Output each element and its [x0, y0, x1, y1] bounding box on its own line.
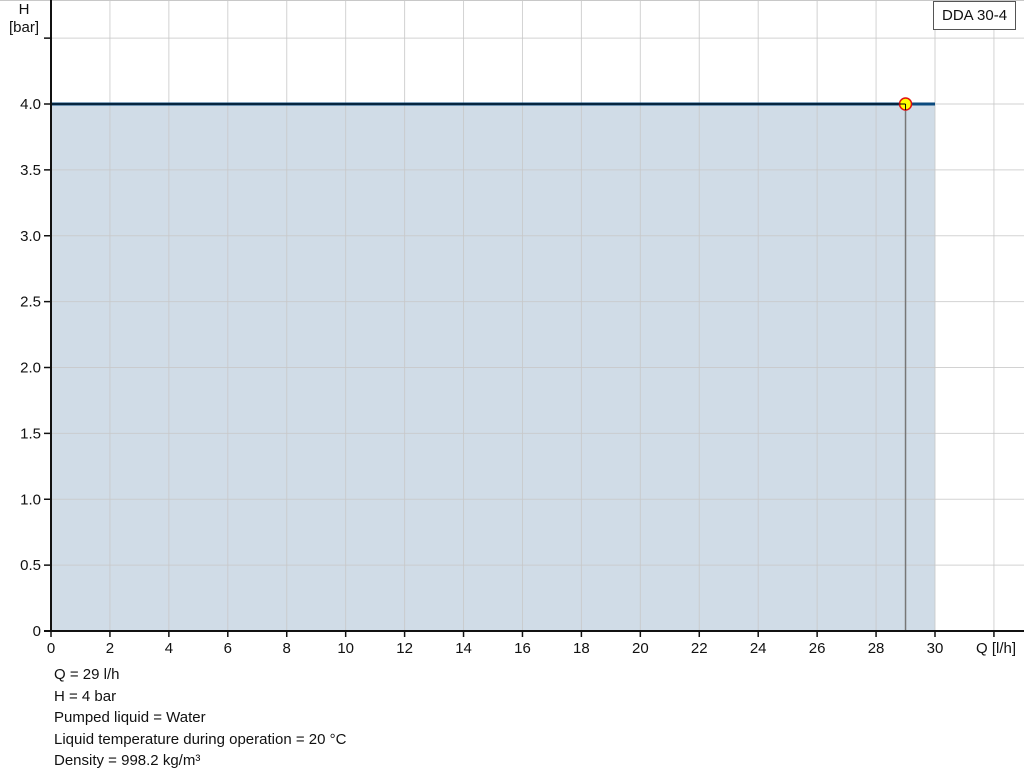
x-tick-label: 20 — [632, 640, 649, 657]
y-tick-label: 2.0 — [20, 360, 41, 377]
x-tick-label: 4 — [165, 640, 173, 657]
y-tick-label: 0 — [33, 623, 41, 640]
info-flow: Q = 29 l/h — [54, 666, 120, 683]
x-tick-label: 30 — [927, 640, 944, 657]
y-tick-label: 2.5 — [20, 294, 41, 311]
y-tick-label: 0.5 — [20, 557, 41, 574]
x-tick-label: 22 — [691, 640, 708, 657]
x-tick-label: 14 — [455, 640, 472, 657]
x-tick-label: 24 — [750, 640, 767, 657]
x-tick-label: 2 — [106, 640, 114, 657]
x-tick-label: 8 — [283, 640, 291, 657]
y-tick-label: 1.0 — [20, 491, 41, 508]
x-tick-label: 18 — [573, 640, 590, 657]
y-tick-label: 1.5 — [20, 425, 41, 442]
y-axis-label-unit: [bar] — [8, 19, 39, 36]
x-axis-label: Q [l/h] — [976, 640, 1016, 657]
x-tick-label: 6 — [224, 640, 232, 657]
x-tick-label: 0 — [47, 640, 55, 657]
info-liquid: Pumped liquid = Water — [54, 709, 206, 726]
info-temperature: Liquid temperature during operation = 20… — [54, 730, 347, 748]
x-tick-label: 12 — [396, 640, 413, 657]
x-tick-label: 26 — [809, 640, 826, 657]
y-tick-label: 4.0 — [20, 96, 41, 113]
operating-info: Q = 29 l/h H = 4 bar Pumped liquid = Wat… — [54, 664, 346, 772]
x-tick-label: 28 — [868, 640, 885, 657]
info-head: H = 4 bar — [54, 687, 117, 705]
legend-series-label: DDA 30-4 — [933, 1, 1017, 30]
y-tick-label: 3.5 — [20, 162, 41, 179]
y-axis-label-symbol: H — [18, 1, 30, 18]
info-density: Density = 998.2 kg/m³ — [54, 752, 201, 769]
x-tick-label: 16 — [514, 640, 531, 657]
y-tick-label: 3.0 — [20, 228, 41, 245]
x-tick-label: 10 — [337, 640, 354, 657]
